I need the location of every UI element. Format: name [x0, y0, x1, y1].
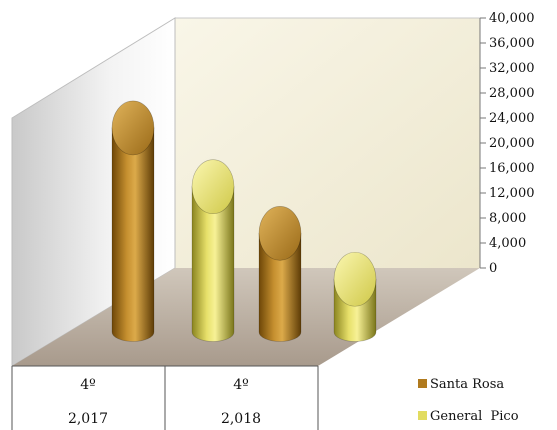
- bar-body: [111, 127, 155, 342]
- category-label-line1: 4º: [80, 377, 96, 393]
- y-tick-label: 36,000: [489, 36, 535, 51]
- legend: Santa Rosa General Pico: [418, 377, 519, 424]
- legend-label: General Pico: [430, 409, 519, 424]
- y-tick-label: 28,000: [489, 86, 535, 101]
- y-tick-label: 40,000: [489, 11, 535, 26]
- category-label-line2: 2,017: [68, 411, 108, 427]
- bars: [111, 100, 377, 342]
- bar-top: [333, 251, 377, 307]
- category-label-line1: 4º: [233, 377, 249, 393]
- category-labels: 4º 2,017 4º 2,018: [68, 377, 261, 427]
- y-tick-label: 4,000: [489, 236, 526, 251]
- legend-swatch: [418, 411, 427, 420]
- chart-back-wall: [175, 18, 480, 268]
- bar: [333, 251, 377, 342]
- legend-swatch: [418, 379, 427, 388]
- y-tick-label: 24,000: [489, 111, 535, 126]
- y-tick-label: 8,000: [489, 211, 526, 226]
- bar-top: [258, 206, 302, 261]
- y-tick-label: 0: [489, 261, 497, 276]
- y-axis-ticks: 0 4,000 8,000 12,000 16,000 20,000 24,000 28,00…: [480, 11, 535, 276]
- y-tick-label: 16,000: [489, 161, 535, 176]
- bar-body: [191, 186, 235, 342]
- bar-body: [258, 233, 302, 342]
- y-tick-label: 12,000: [489, 186, 535, 201]
- y-tick-label: 20,000: [489, 136, 535, 151]
- bar: [191, 159, 235, 342]
- y-tick-label: 32,000: [489, 61, 535, 76]
- legend-label: Santa Rosa: [430, 377, 504, 392]
- category-table: [11, 365, 319, 430]
- category-label-line2: 2,018: [221, 411, 261, 427]
- bar: [111, 100, 155, 342]
- bar: [258, 206, 302, 342]
- bar-top: [191, 159, 235, 214]
- bar-top: [111, 100, 155, 156]
